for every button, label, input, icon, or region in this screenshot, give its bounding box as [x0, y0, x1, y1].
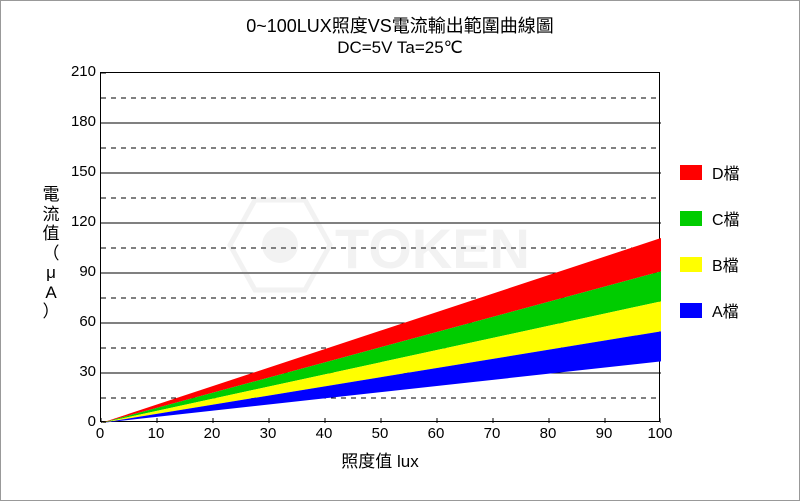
x-axis-label: 照度值 lux — [100, 447, 660, 472]
y-tick-label: 180 — [58, 113, 96, 130]
legend-swatch — [680, 211, 702, 226]
y-tick-label: 150 — [58, 163, 96, 180]
legend: D檔 C檔 B檔 A檔 — [680, 160, 740, 344]
y-tick-label: 210 — [58, 63, 96, 80]
y-axis-label-char: A — [40, 283, 62, 303]
legend-item: B檔 — [680, 252, 740, 276]
x-tick-label: 100 — [640, 425, 680, 442]
x-tick-label: 20 — [192, 425, 232, 442]
legend-swatch — [680, 303, 702, 318]
x-tick-label: 80 — [528, 425, 568, 442]
y-tick-label: 60 — [58, 313, 96, 330]
x-tick-label: 60 — [416, 425, 456, 442]
legend-item: C檔 — [680, 206, 740, 230]
x-tick-label: 30 — [248, 425, 288, 442]
x-tick-label: 10 — [136, 425, 176, 442]
x-tick-label: 70 — [472, 425, 512, 442]
y-axis-label-char: 電 — [40, 185, 62, 205]
plot-svg — [101, 73, 661, 423]
legend-item: A檔 — [680, 298, 740, 322]
y-tick-label: 0 — [58, 413, 96, 430]
plot-area — [100, 72, 660, 422]
x-tick-label: 50 — [360, 425, 400, 442]
y-tick-label: 30 — [58, 363, 96, 380]
y-axis-label-char: （ — [40, 244, 62, 264]
legend-label: A檔 — [712, 298, 739, 322]
legend-label: B檔 — [712, 252, 739, 276]
legend-label: D檔 — [712, 160, 740, 184]
y-axis-label: 電流值（μA） — [40, 185, 62, 322]
chart-title: 0~100LUX照度VS電流輸出範圍曲線圖 — [0, 12, 800, 38]
legend-item: D檔 — [680, 160, 740, 184]
x-tick-label: 90 — [584, 425, 624, 442]
x-tick-label: 40 — [304, 425, 344, 442]
chart-subtitle: DC=5V Ta=25℃ — [0, 38, 800, 58]
legend-swatch — [680, 165, 702, 180]
legend-label: C檔 — [712, 206, 740, 230]
y-tick-label: 90 — [58, 263, 96, 280]
y-tick-label: 120 — [58, 213, 96, 230]
legend-swatch — [680, 257, 702, 272]
